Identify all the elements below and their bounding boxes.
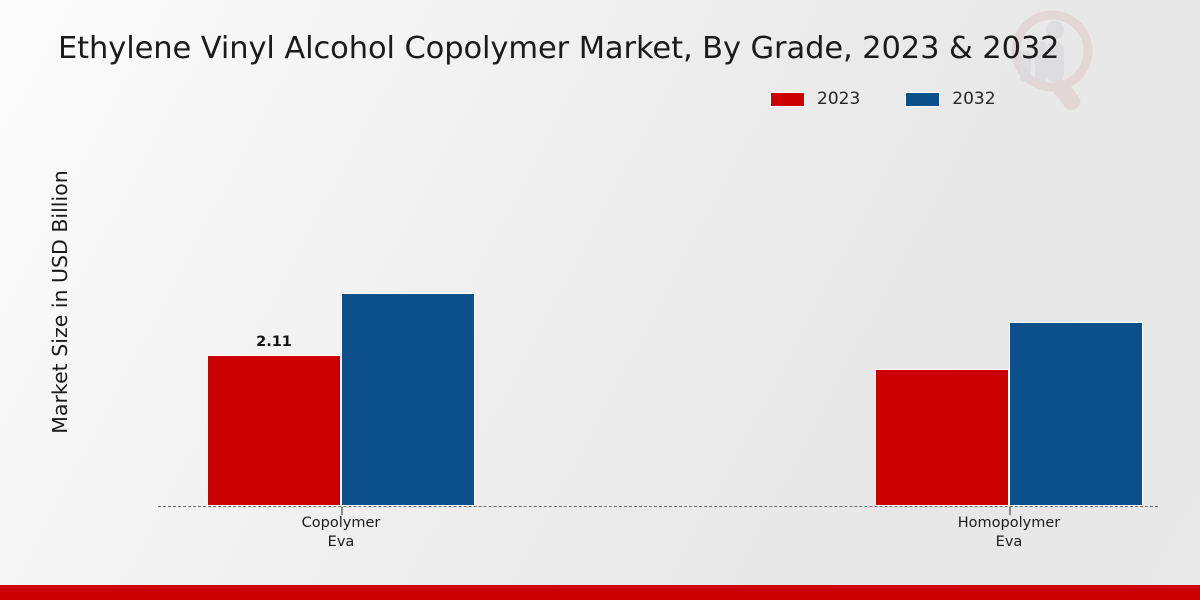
x-axis-category-label: Homopolymer Eva xyxy=(957,515,1061,550)
x-axis-tick xyxy=(1009,507,1011,515)
x-axis-tick xyxy=(341,507,343,515)
x-axis-category-label: Copolymer Eva xyxy=(301,515,381,550)
legend-swatch-2032 xyxy=(905,91,941,107)
bar-value-label: 2.11 xyxy=(256,334,292,350)
bar-2032-1[interactable] xyxy=(341,292,475,506)
legend-label-2023: 2023 xyxy=(817,89,861,109)
bar-2023-2[interactable] xyxy=(875,369,1009,506)
bar-2023-1[interactable] xyxy=(207,355,341,506)
x-axis-baseline xyxy=(158,506,1158,507)
chart-legend: 2023 2032 xyxy=(770,89,996,109)
footer-strip xyxy=(0,585,1200,600)
legend-item-2023[interactable]: 2023 xyxy=(770,89,860,109)
page-title: Ethylene Vinyl Alcohol Copolymer Market,… xyxy=(58,31,1060,66)
legend-label-2032: 2032 xyxy=(952,89,996,109)
legend-item-2032[interactable]: 2032 xyxy=(905,89,996,109)
legend-swatch-2023 xyxy=(770,91,805,107)
bar-2032-2[interactable] xyxy=(1009,322,1143,506)
